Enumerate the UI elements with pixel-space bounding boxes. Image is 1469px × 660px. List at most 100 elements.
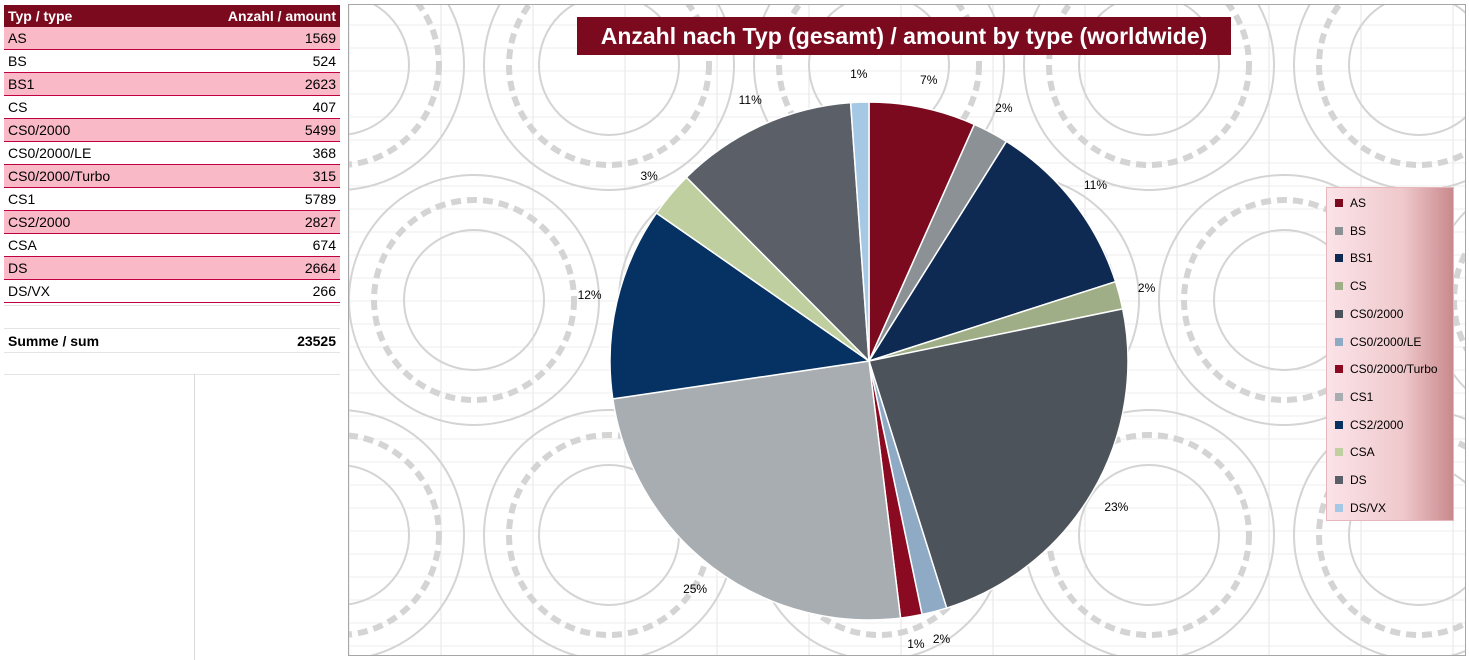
cell-type[interactable]: CS0/2000 bbox=[8, 122, 71, 138]
data-label: 3% bbox=[640, 169, 658, 184]
table-row: CS2/2000 2827 bbox=[4, 211, 340, 234]
legend-swatch bbox=[1335, 365, 1343, 374]
legend-label: BS bbox=[1350, 223, 1367, 238]
data-label: 12% bbox=[577, 288, 602, 303]
data-label: 1% bbox=[850, 67, 868, 82]
sum-label[interactable]: Summe / sum bbox=[8, 332, 100, 349]
legend-swatch bbox=[1335, 226, 1343, 235]
table-row: AS 1569 bbox=[4, 27, 340, 50]
spreadsheet-panel: Typ / type Anzahl / amount AS 1569 BS 524 BS… bbox=[0, 0, 346, 660]
legend-label: CS bbox=[1350, 279, 1367, 294]
cell-type[interactable]: CS1 bbox=[8, 191, 36, 207]
grid-line bbox=[4, 305, 340, 306]
legend-label: CS1 bbox=[1350, 389, 1374, 404]
legend-swatch bbox=[1335, 392, 1343, 401]
legend-label: CS0/2000/Turbo bbox=[1350, 362, 1438, 377]
cell-amount[interactable]: 1569 bbox=[304, 30, 336, 46]
data-label: 2% bbox=[1137, 281, 1156, 296]
table-header-row: Typ / type Anzahl / amount bbox=[4, 5, 340, 27]
pie-slice-cs1[interactable] bbox=[611, 360, 902, 621]
legend-item[interactable]: CS0/2000/LE bbox=[1335, 335, 1421, 349]
legend-item[interactable]: DS/VX bbox=[1335, 501, 1386, 515]
cell-amount[interactable]: 524 bbox=[312, 53, 336, 69]
cell-amount[interactable]: 407 bbox=[312, 99, 336, 115]
legend-swatch bbox=[1335, 420, 1343, 429]
table-row: CS0/2000/LE 368 bbox=[4, 142, 340, 165]
cell-type[interactable]: CSA bbox=[8, 237, 37, 253]
cell-type[interactable]: CS0/2000/LE bbox=[8, 145, 92, 161]
data-label: 2% bbox=[932, 631, 951, 646]
sum-row: Summe / sum 23525 bbox=[4, 328, 340, 353]
cell-type[interactable]: CS bbox=[8, 99, 28, 115]
cell-amount[interactable]: 2623 bbox=[304, 76, 336, 92]
grid-line bbox=[194, 374, 195, 660]
data-label: 11% bbox=[738, 92, 762, 107]
pie-slice-cs2-2000[interactable] bbox=[609, 211, 871, 400]
table-row: CS0/2000/Turbo 315 bbox=[4, 165, 340, 188]
legend-swatch bbox=[1335, 199, 1343, 207]
legend-swatch bbox=[1335, 254, 1343, 263]
legend-swatch bbox=[1335, 309, 1343, 318]
table-row: CSA 674 bbox=[4, 234, 340, 257]
data-label: 23% bbox=[1104, 499, 1129, 514]
table-row: CS0/2000 5499 bbox=[4, 119, 340, 142]
header-type[interactable]: Typ / type bbox=[8, 8, 73, 24]
legend-label: AS bbox=[1350, 196, 1367, 210]
legend-label: CSA bbox=[1350, 445, 1375, 460]
cell-type[interactable]: DS/VX bbox=[8, 283, 51, 299]
cell-type[interactable]: CS0/2000/Turbo bbox=[8, 168, 111, 184]
legend-label: BS1 bbox=[1350, 251, 1373, 266]
table-row: CS1 5789 bbox=[4, 188, 340, 211]
legend-item[interactable]: DS bbox=[1335, 473, 1367, 487]
legend-swatch bbox=[1335, 337, 1343, 346]
legend-label: DS/VX bbox=[1350, 500, 1387, 515]
header-amount[interactable]: Anzahl / amount bbox=[227, 8, 336, 24]
table-row: DS 2664 bbox=[4, 257, 340, 280]
legend-label: CS0/2000/LE bbox=[1350, 334, 1422, 349]
legend-label: DS bbox=[1350, 473, 1367, 487]
cell-amount[interactable]: 5499 bbox=[304, 122, 336, 138]
data-label: 1% bbox=[907, 637, 925, 652]
legend-item[interactable]: BS1 bbox=[1335, 251, 1373, 265]
cell-type[interactable]: CS2/2000 bbox=[8, 214, 71, 230]
table-row: BS1 2623 bbox=[4, 73, 340, 96]
legend-swatch bbox=[1335, 448, 1343, 457]
cell-amount[interactable]: 5789 bbox=[304, 191, 336, 207]
cell-type[interactable]: BS bbox=[8, 53, 27, 69]
pie-slice-bs1[interactable] bbox=[867, 140, 1117, 363]
type-amount-table: Typ / type Anzahl / amount AS 1569 BS 524 BS… bbox=[4, 5, 340, 303]
legend-swatch bbox=[1335, 282, 1343, 291]
cell-amount[interactable]: 315 bbox=[312, 168, 336, 184]
pie-slice-as[interactable] bbox=[868, 101, 976, 362]
cell-amount[interactable]: 674 bbox=[312, 237, 336, 253]
table-row: BS 524 bbox=[4, 50, 340, 73]
chart-legend[interactable]: AS BS BS1 CS CS0/2000 CS0/2000/LE CS0/2000/Tur… bbox=[1326, 187, 1454, 521]
legend-item[interactable]: AS bbox=[1335, 196, 1366, 210]
cell-amount[interactable]: 2664 bbox=[304, 260, 336, 276]
grid-line bbox=[4, 374, 340, 375]
legend-item[interactable]: BS bbox=[1335, 224, 1366, 238]
legend-item[interactable]: CS bbox=[1335, 279, 1367, 293]
chart-title[interactable]: Anzahl nach Typ (gesamt) / amount by typ… bbox=[577, 17, 1231, 55]
cell-amount[interactable]: 368 bbox=[312, 145, 336, 161]
data-label: 25% bbox=[683, 582, 708, 597]
table-row: CS 407 bbox=[4, 96, 340, 119]
legend-item[interactable]: CS1 bbox=[1335, 390, 1373, 404]
cell-type[interactable]: AS bbox=[8, 30, 27, 46]
cell-type[interactable]: DS bbox=[8, 260, 28, 276]
pie-slice-cs0-2000[interactable] bbox=[868, 308, 1129, 610]
table-row: DS/VX 266 bbox=[4, 280, 340, 303]
pie-slice-ds-vx[interactable] bbox=[849, 101, 870, 362]
cell-amount[interactable]: 266 bbox=[312, 283, 336, 299]
cell-type[interactable]: BS1 bbox=[8, 76, 35, 92]
legend-item[interactable]: CS2/2000 bbox=[1335, 418, 1403, 432]
pie-slice-ds[interactable] bbox=[685, 101, 870, 363]
legend-item[interactable]: CS0/2000/Turbo bbox=[1335, 362, 1438, 376]
sum-value[interactable]: 23525 bbox=[297, 332, 336, 349]
cell-amount[interactable]: 2827 bbox=[304, 214, 336, 230]
chart-title-text: Anzahl nach Typ (gesamt) / amount by typ… bbox=[600, 22, 1208, 49]
data-label: 2% bbox=[995, 100, 1013, 115]
legend-item[interactable]: CSA bbox=[1335, 445, 1375, 459]
legend-item[interactable]: CS0/2000 bbox=[1335, 307, 1403, 321]
